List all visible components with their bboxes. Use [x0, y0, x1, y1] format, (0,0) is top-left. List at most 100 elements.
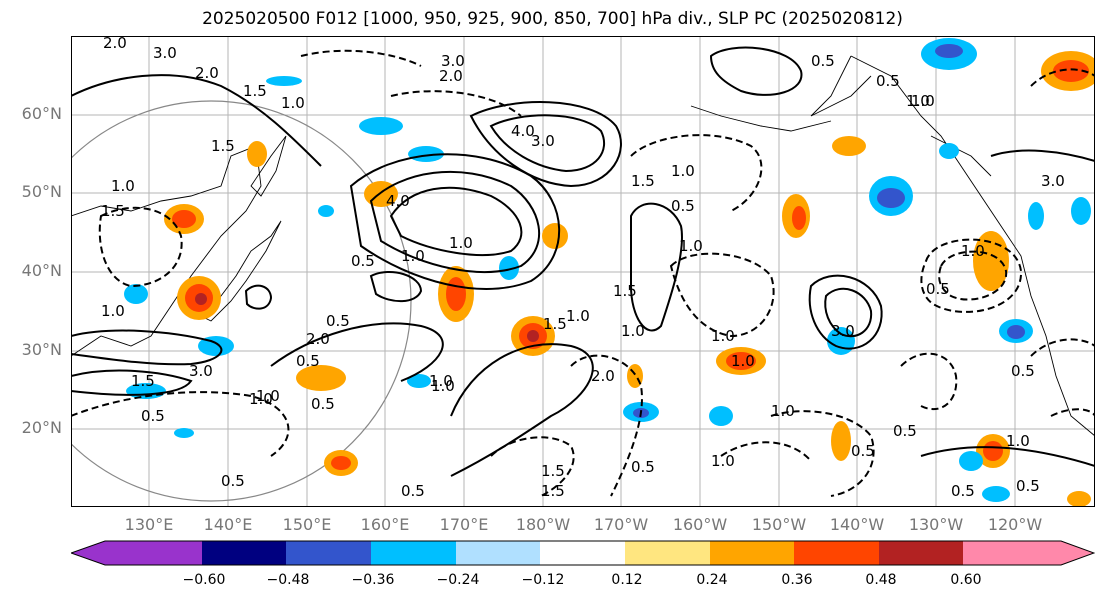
contour-label: 1.0	[1006, 432, 1030, 450]
contour-label: 1.5	[631, 172, 655, 190]
divergence-shading	[124, 38, 1095, 507]
slp-contours-positive	[71, 46, 1095, 477]
colorbar-tick: −0.48	[266, 572, 310, 588]
lat-label: 40°N	[21, 261, 62, 280]
contour-label: 2.0	[103, 36, 127, 52]
contour-label: 1.0	[566, 307, 590, 325]
contour-label: 1.5	[243, 82, 267, 100]
colorbar-tick: 0.48	[865, 572, 897, 588]
colorbar-tick: −0.24	[436, 572, 480, 588]
lat-label: 60°N	[21, 104, 62, 123]
colorbar-cell	[456, 541, 540, 565]
contour-label: 0.5	[811, 52, 835, 70]
contour-label: 3.0	[189, 362, 213, 380]
colorbar-cell	[879, 541, 963, 565]
lon-label: 170°W	[593, 515, 649, 534]
colorbar-tick: −0.60	[182, 572, 226, 588]
colorbar-tick: 0.24	[696, 572, 728, 588]
contour-label: 0.5	[141, 407, 165, 425]
contour-label: 1.0	[679, 237, 703, 255]
colorbar-cell	[625, 541, 710, 565]
contour-labels: 2.0 3.0 2.0 1.5 1.0 1.5 4.0 3.0 2.0 3.0 …	[101, 36, 1065, 500]
colorbar-svg	[69, 540, 1096, 566]
contour-label: 0.5	[1011, 362, 1035, 380]
contour-label: 3.0	[1041, 172, 1065, 190]
contour-label: 1.0	[249, 390, 273, 408]
lat-label: 30°N	[21, 340, 62, 359]
contour-label: 1.0	[101, 302, 125, 320]
colorbar-tick: −0.36	[351, 572, 395, 588]
contour-label: 1.0	[449, 234, 473, 252]
contour-label: 0.5	[296, 352, 320, 370]
map-canvas: 2.0 3.0 2.0 1.5 1.0 1.5 4.0 3.0 2.0 3.0 …	[71, 36, 1095, 507]
domain-circle	[71, 100, 412, 502]
contour-label: 0.5	[631, 458, 655, 476]
lon-label: 130°W	[908, 515, 964, 534]
contour-label: 1.0	[906, 92, 930, 110]
contour-label: 1.0	[671, 162, 695, 180]
contour-label: 3.0	[531, 132, 555, 150]
contour-label: 3.0	[441, 52, 465, 70]
lat-label: 20°N	[21, 418, 62, 437]
contour-label: 1.5	[541, 462, 565, 480]
colorbar-cell	[71, 541, 202, 565]
contour-label: 2.0	[591, 367, 615, 385]
contour-label: 0.5	[671, 197, 695, 215]
contour-label: 0.5	[401, 482, 425, 500]
contour-label: 1.0	[911, 92, 935, 110]
contour-label: 2.0	[195, 64, 219, 82]
contour-label: 0.5	[351, 252, 375, 270]
contour-label: 1.0	[256, 387, 280, 405]
colorbar-cell	[202, 541, 286, 565]
contour-label: 1.0	[711, 452, 735, 470]
colorbar-cell	[794, 541, 879, 565]
map-panel: 2.0 3.0 2.0 1.5 1.0 1.5 4.0 3.0 2.0 3.0 …	[71, 36, 1095, 507]
contour-label: 1.5	[541, 482, 565, 500]
colorbar-tick: 0.12	[611, 572, 643, 588]
colorbar-cell	[371, 541, 456, 565]
contour-label: 1.0	[621, 322, 645, 340]
colorbar-cell	[710, 541, 794, 565]
contour-label: 1.5	[131, 372, 155, 390]
contour-label: 3.0	[153, 44, 177, 62]
lon-label: 180°W	[515, 515, 571, 534]
contour-label: 1.0	[771, 402, 795, 420]
contour-label: 0.5	[851, 442, 875, 460]
contour-label: 1.0	[711, 327, 735, 345]
lon-label: 160°W	[672, 515, 728, 534]
contour-label: 0.5	[311, 395, 335, 413]
colorbar-tick: −0.12	[521, 572, 565, 588]
contour-label: 1.0	[431, 377, 455, 395]
contour-label: 3.0	[831, 322, 855, 340]
contour-label: 0.5	[951, 482, 975, 500]
lat-label: 50°N	[21, 182, 62, 201]
colorbar-cell	[963, 541, 1094, 565]
lon-label: 140°W	[829, 515, 885, 534]
map-title: 2025020500 F012 [1000, 950, 925, 900, 85…	[202, 9, 903, 29]
lon-label: 140°E	[203, 515, 253, 534]
contour-label: 1.0	[111, 177, 135, 195]
contour-label: 0.5	[876, 72, 900, 90]
coastlines	[71, 55, 1095, 437]
colorbar-outline	[69, 540, 1096, 566]
lon-label: 150°E	[282, 515, 332, 534]
lon-label: 150°W	[751, 515, 807, 534]
lon-label: 170°E	[439, 515, 489, 534]
colorbar-cell	[540, 541, 625, 565]
lon-label: 120°W	[987, 515, 1043, 534]
contour-label: 1.5	[211, 137, 235, 155]
contour-label: 1.0	[961, 242, 985, 260]
contour-label: 1.0	[281, 94, 305, 112]
contour-label: 1.0	[401, 247, 425, 265]
contour-label: 4.0	[511, 122, 535, 140]
contour-label: 0.5	[221, 472, 245, 490]
contour-label: 4.0	[386, 192, 410, 210]
contour-label: 1.5	[613, 282, 637, 300]
contour-label: 0.5	[326, 312, 350, 330]
contour-label: 2.0	[439, 67, 463, 85]
colorbar	[69, 540, 1096, 570]
contour-label: 1.5	[543, 315, 567, 333]
colorbar-tick: 0.60	[950, 572, 982, 588]
contour-label: 2.0	[306, 330, 330, 348]
slp-contours-negative	[71, 49, 1095, 497]
